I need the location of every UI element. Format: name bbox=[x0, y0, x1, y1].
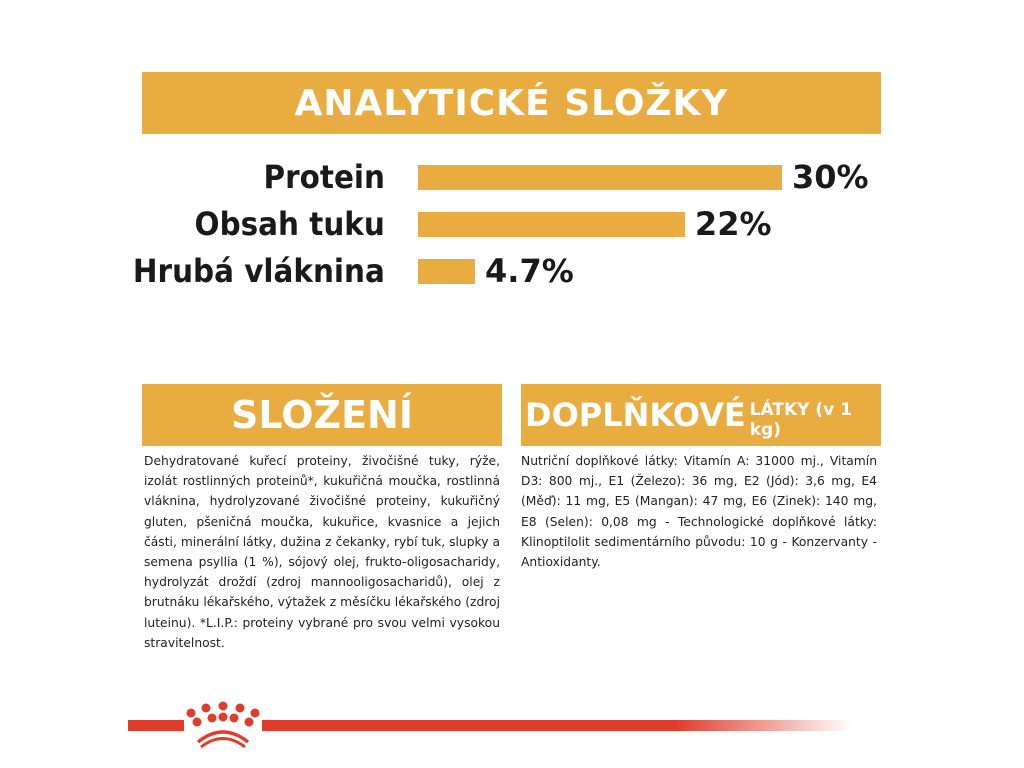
additives-title-main: DOPLŇKOVÉ bbox=[525, 396, 746, 434]
analytics-title: ANALYTICKÉ SLOŽKY bbox=[294, 82, 729, 124]
additives-title-small: LÁTKY (v 1 kg) bbox=[749, 400, 852, 440]
composition-text: Dehydratované kuřecí proteiny, živočišné… bbox=[144, 454, 500, 650]
fiber-value: 4.7% bbox=[485, 252, 574, 290]
fat-label: Obsah tuku bbox=[194, 205, 385, 243]
protein-bar bbox=[418, 165, 782, 190]
royal-canin-crown-icon bbox=[186, 701, 260, 749]
composition-header: SLOŽENÍ bbox=[142, 384, 502, 446]
composition-title: SLOŽENÍ bbox=[231, 393, 413, 437]
fiber-label: Hrubá vláknina bbox=[133, 252, 385, 290]
additives-header: DOPLŇKOVÉ LÁTKY (v 1 kg) bbox=[521, 384, 881, 446]
protein-label: Protein bbox=[263, 158, 385, 196]
fat-bar bbox=[418, 212, 685, 237]
fat-value: 22% bbox=[694, 205, 772, 243]
fiber-bar bbox=[418, 259, 476, 284]
protein-value: 30% bbox=[792, 158, 869, 196]
additives-text: Nutriční doplňkové látky: Vitamín A: 310… bbox=[521, 454, 877, 570]
brand-line-left bbox=[128, 720, 184, 731]
analytics-header: ANALYTICKÉ SLOŽKY bbox=[142, 72, 881, 134]
brand-line-right bbox=[262, 720, 852, 731]
